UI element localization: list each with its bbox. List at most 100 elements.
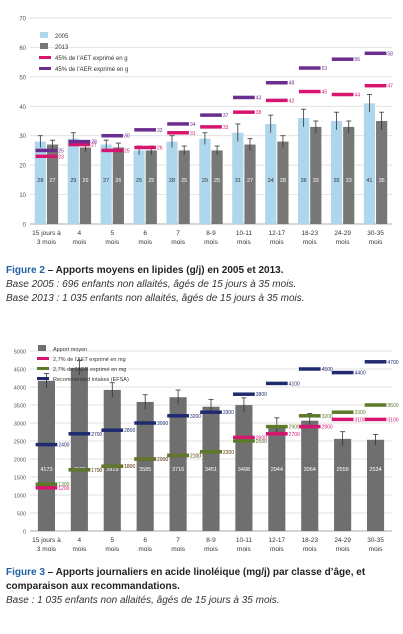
- reference-marker-label: 2200: [223, 450, 234, 456]
- reference-marker: [200, 125, 222, 129]
- bar-2: [178, 150, 190, 224]
- x-tick-label: mois: [369, 546, 383, 553]
- y-tick-label: 60: [19, 46, 26, 52]
- x-tick-label: 18-23: [301, 230, 318, 237]
- bar-value-label: 28: [37, 178, 43, 184]
- bar-value-label: 27: [103, 178, 109, 184]
- legend-label: Apport moyen: [53, 347, 87, 353]
- reference-marker-label: 43: [256, 95, 262, 101]
- legend-label: Recommended intakes (EFSA): [53, 377, 129, 383]
- reference-marker: [364, 83, 387, 88]
- reference-marker: [364, 51, 387, 56]
- bar-value-label: 2559: [337, 467, 349, 473]
- y-tick-label: 40: [19, 105, 26, 111]
- reference-marker: [331, 92, 354, 97]
- x-tick-label: mois: [72, 239, 86, 246]
- bar-2: [376, 121, 388, 224]
- bar-1: [136, 401, 154, 531]
- reference-marker-label: 31: [190, 131, 196, 137]
- reference-marker: [134, 421, 157, 425]
- x-tick-label: 10-11: [236, 230, 253, 237]
- x-tick-label: 4: [78, 537, 82, 544]
- x-tick-label: mois: [72, 546, 86, 553]
- reference-marker: [167, 414, 189, 418]
- reference-marker-label: 2000: [157, 457, 168, 463]
- reference-marker: [68, 139, 91, 144]
- reference-marker-label: 3500: [387, 403, 398, 409]
- bar-1: [298, 118, 310, 224]
- x-tick-label: mois: [138, 239, 152, 246]
- bar-1: [232, 132, 244, 224]
- bar-2: [79, 147, 92, 224]
- bar-1: [34, 141, 46, 224]
- x-tick-label: 3 mois: [37, 239, 57, 246]
- y-tick-label: 3000: [14, 422, 26, 428]
- reference-marker-label: 1700: [91, 468, 102, 474]
- bar-2: [145, 150, 157, 224]
- reference-marker: [167, 122, 189, 126]
- bar-value-label: 35: [333, 178, 339, 184]
- reference-marker-label: 2600: [256, 435, 267, 441]
- reference-marker-label: 1700: [91, 468, 102, 474]
- bar-1: [67, 138, 79, 224]
- x-tick-label: 15 jours à: [32, 537, 61, 544]
- figure-3-caption: Figure 3 – Apports journaliers en acide …: [6, 566, 398, 608]
- reference-marker-label: 2500: [256, 439, 267, 445]
- bar-value-label: 28: [169, 178, 175, 184]
- x-tick-label: 8-9: [206, 537, 216, 544]
- y-tick-label: 0: [23, 530, 26, 536]
- y-tick-label: 50: [19, 75, 26, 81]
- reference-marker-label: 58: [387, 51, 393, 57]
- x-tick-label: 3 mois: [37, 546, 57, 553]
- x-tick-label: mois: [336, 546, 350, 553]
- legend-swatch: [37, 367, 49, 370]
- x-tick-label: 5: [110, 230, 114, 237]
- x-tick-label: mois: [237, 239, 251, 246]
- legend-label: 2005: [55, 34, 69, 40]
- reference-marker-label: 4100: [289, 381, 300, 387]
- legend-swatch: [37, 377, 49, 380]
- reference-marker-label: 26: [157, 145, 163, 151]
- x-tick-label: mois: [369, 239, 383, 246]
- legend-swatch: [39, 67, 51, 70]
- bar-value-label: 26: [115, 178, 121, 184]
- bar-value-label: 25: [148, 178, 154, 184]
- reference-marker-label: 3300: [223, 410, 234, 416]
- x-tick-label: 18-23: [301, 537, 318, 544]
- y-tick-label: 1500: [14, 476, 26, 482]
- bar-value-label: 25: [214, 178, 220, 184]
- x-tick-label: mois: [336, 239, 350, 246]
- y-tick-label: 1000: [14, 494, 26, 500]
- bar-1: [37, 380, 56, 531]
- y-tick-label: 4500: [14, 368, 26, 374]
- x-tick-label: 10-11: [236, 537, 253, 544]
- x-tick-label: 4: [78, 230, 82, 237]
- reference-marker-label: 25: [124, 148, 130, 154]
- reference-marker: [298, 66, 321, 70]
- reference-marker: [265, 432, 288, 436]
- legend-swatch: [39, 56, 51, 59]
- bar-value-label: 31: [235, 178, 241, 184]
- bar-value-label: 33: [346, 178, 352, 184]
- reference-marker: [233, 110, 255, 114]
- y-tick-label: 5000: [14, 350, 26, 356]
- y-tick-label: 0: [23, 223, 27, 229]
- reference-marker: [200, 450, 222, 454]
- reference-marker-label: 37: [223, 113, 229, 119]
- x-tick-label: mois: [270, 239, 284, 246]
- legend-swatch: [38, 345, 46, 351]
- reference-marker: [233, 95, 255, 100]
- reference-marker: [331, 57, 354, 61]
- reference-marker-label: 42: [289, 98, 295, 104]
- figure-2-title: – Apports moyens en lipides (g/j) en 200…: [44, 265, 284, 276]
- reference-marker: [265, 381, 288, 386]
- reference-marker: [35, 154, 58, 159]
- x-tick-label: 5: [110, 537, 114, 544]
- legend-swatch: [40, 43, 48, 49]
- figure-2-base-2005: Base 2005 : 696 enfants non allaités, âg…: [6, 279, 297, 290]
- reference-marker: [68, 142, 91, 147]
- reference-marker: [331, 417, 354, 422]
- x-tick-label: 7: [176, 230, 180, 237]
- chart-acide-linoleique: 0 500 1000 1500 2000 2500 3000 3500 4000 4500 5000…: [14, 345, 399, 553]
- bar-2: [343, 126, 355, 224]
